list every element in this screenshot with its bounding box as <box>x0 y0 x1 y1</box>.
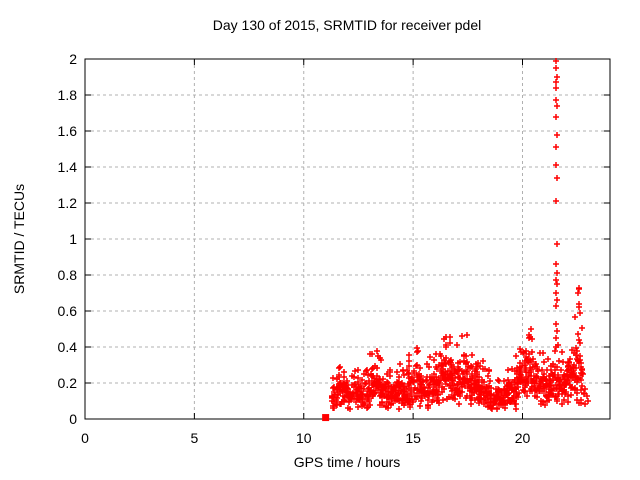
x-tick-label: 0 <box>81 430 89 446</box>
y-tick-label: 0 <box>69 411 77 427</box>
y-tick-label: 0.6 <box>58 303 78 319</box>
y-tick-label: 0.8 <box>58 267 78 283</box>
x-tick-label: 20 <box>515 430 531 446</box>
y-tick-label: 0.4 <box>58 339 78 355</box>
x-tick-label: 10 <box>296 430 312 446</box>
tick-labels: 0 5 10 15 20 0 0.2 0.4 0.6 0.8 1 1.2 1.4 1.6 1.8 2 <box>58 51 531 446</box>
data-points-layer <box>322 58 591 422</box>
y-tick-label: 1.8 <box>58 87 78 103</box>
start-square-marker <box>322 414 330 422</box>
y-tick-label: 2 <box>69 51 77 67</box>
band-points <box>329 314 591 412</box>
spike-points <box>552 58 561 354</box>
y-tick-label: 1.4 <box>58 159 78 175</box>
x-tick-label: 15 <box>405 430 421 446</box>
y-axis-label: SRMTID / TECUs <box>11 184 27 294</box>
y-tick-label: 1 <box>69 231 77 247</box>
cluster-points <box>574 285 583 363</box>
y-tick-label: 1.6 <box>58 123 78 139</box>
grid-lines <box>85 59 610 419</box>
plot-border <box>84 58 611 420</box>
chart-title: Day 130 of 2015, SRMTID for receiver pde… <box>213 17 481 33</box>
x-axis-label: GPS time / hours <box>294 454 401 470</box>
y-tick-label: 0.2 <box>58 375 78 391</box>
x-tick-label: 5 <box>190 430 198 446</box>
y-tick-label: 1.2 <box>58 195 78 211</box>
